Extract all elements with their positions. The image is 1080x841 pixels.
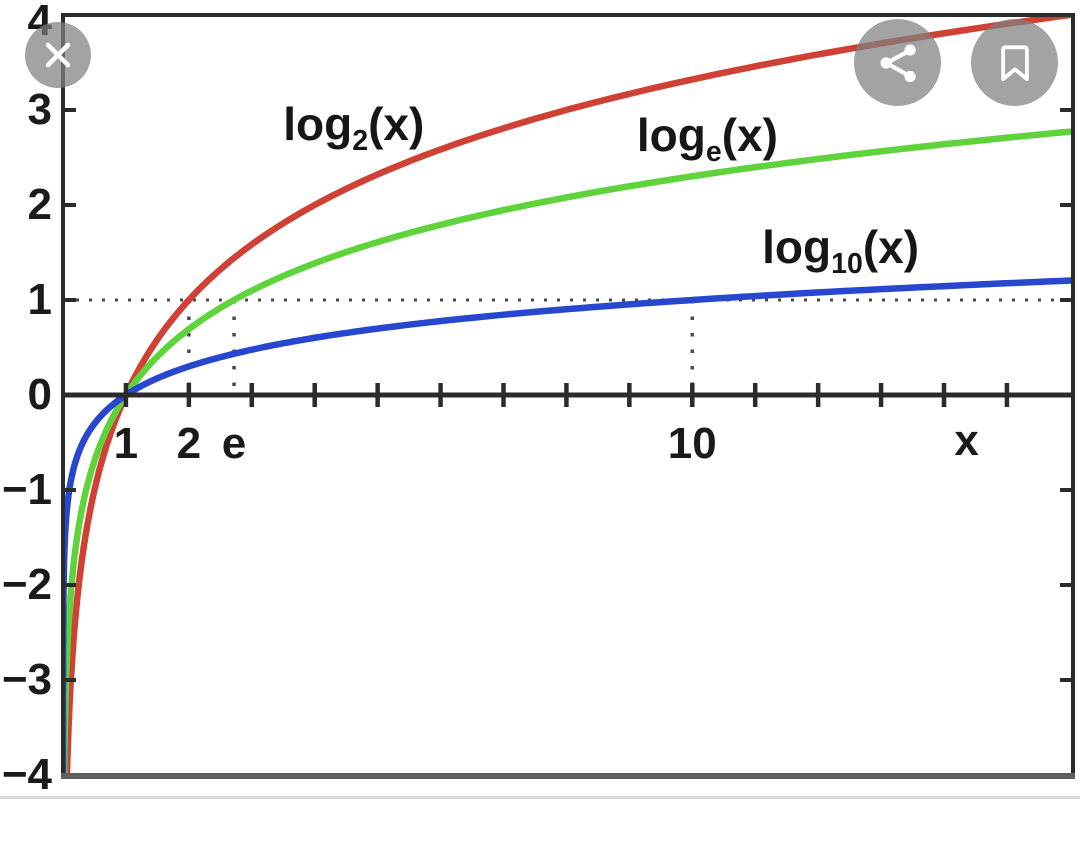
x-axis-letter: x <box>954 416 979 465</box>
y-tick-label--3: −3 <box>1 655 52 704</box>
curve-label-log2(x): log2(x) <box>283 97 425 157</box>
image-bottom-divider <box>0 796 1080 799</box>
y-tick-label-0: 0 <box>27 370 52 419</box>
share-button[interactable] <box>854 19 941 106</box>
curve-loge(x) <box>63 128 1073 775</box>
y-tick-label--4: −4 <box>1 750 52 799</box>
y-tick-label-3: 3 <box>27 85 52 134</box>
share-icon <box>880 43 916 82</box>
y-tick-label-1: 1 <box>27 275 52 324</box>
y-tick-label--1: −1 <box>1 465 52 514</box>
x-tick-label-1: 1 <box>113 419 139 468</box>
curve-log10(x) <box>63 277 1073 775</box>
y-tick-label--2: −2 <box>1 560 52 609</box>
curve-label-log10(x): log10(x) <box>762 221 920 281</box>
curve-log2(x) <box>63 15 1073 775</box>
x-tick-label-e: e <box>221 419 247 468</box>
x-tick-label-10: 10 <box>667 419 717 468</box>
y-tick-label-2: 2 <box>27 180 52 229</box>
close-button[interactable] <box>25 22 91 88</box>
x-tick-label-2: 2 <box>176 419 202 468</box>
bookmark-button[interactable] <box>971 19 1058 106</box>
curve-label-loge(x): loge(x) <box>636 108 778 169</box>
bookmark-icon <box>1000 44 1029 81</box>
close-icon <box>45 42 71 68</box>
